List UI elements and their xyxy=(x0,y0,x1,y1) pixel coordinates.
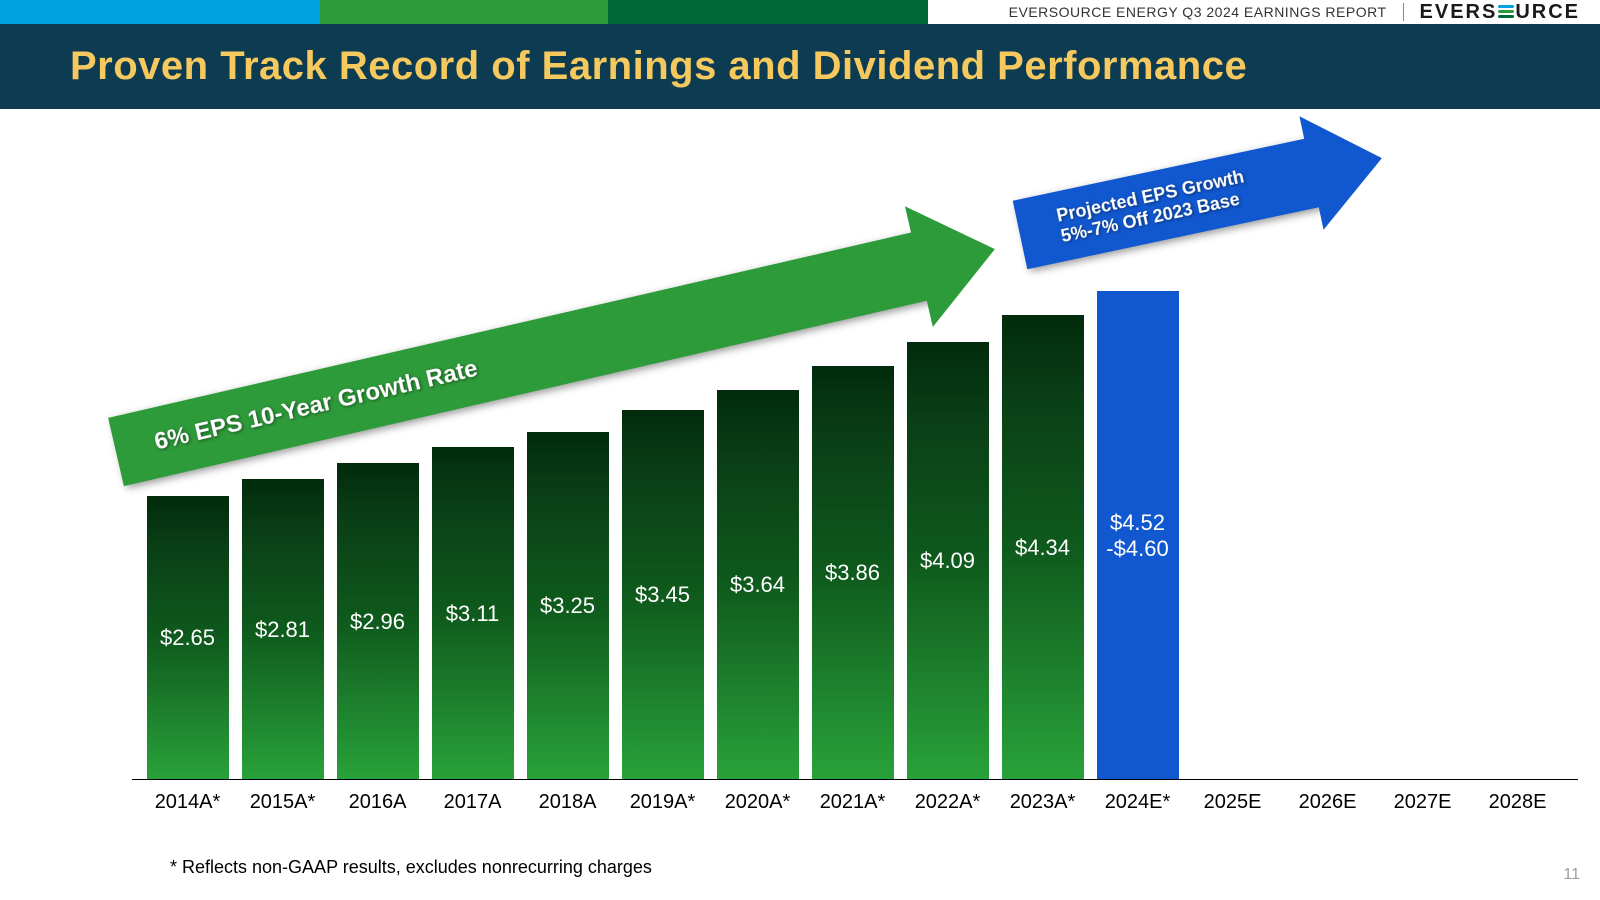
x-axis-label: 2025E xyxy=(1185,791,1280,814)
x-axis-label: 2027E xyxy=(1375,791,1470,814)
x-axis-label: 2022A* xyxy=(900,791,995,814)
bar-value-label: $4.34 xyxy=(1015,535,1070,560)
bar-value-label: $3.86 xyxy=(825,560,880,585)
bar: $3.45 xyxy=(622,410,704,780)
bar-value-label: $2.81 xyxy=(255,617,310,642)
x-axis-label: 2028E xyxy=(1470,791,1565,814)
bar-slot: $2.962016A xyxy=(330,463,425,780)
x-axis-line xyxy=(132,779,1578,780)
x-axis-label: 2026E xyxy=(1280,791,1375,814)
bar: $4.09 xyxy=(907,342,989,780)
bar: $3.64 xyxy=(717,390,799,780)
logo-text-left: EVERS xyxy=(1420,1,1498,24)
bar-value-label: $4.52 -$4.60 xyxy=(1106,510,1168,561)
bar-slot: $3.862021A* xyxy=(805,366,900,780)
x-axis-label: 2019A* xyxy=(615,791,710,814)
bar-value-label: $3.64 xyxy=(730,572,785,597)
bar: $3.25 xyxy=(527,432,609,780)
bar-value-label: $2.65 xyxy=(160,625,215,650)
bar: $4.52 -$4.60 xyxy=(1097,291,1179,780)
x-axis-label: 2017A xyxy=(425,791,520,814)
bar-value-label: $3.45 xyxy=(635,582,690,607)
bar-slot: $3.452019A* xyxy=(615,410,710,780)
bar-slot: $4.342023A* xyxy=(995,315,1090,780)
x-axis-label: 2024E* xyxy=(1090,791,1185,814)
bars-container: $2.652014A*$2.812015A*$2.962016A$3.11201… xyxy=(140,180,1570,780)
x-axis-label: 2023A* xyxy=(995,791,1090,814)
bar: $3.11 xyxy=(432,447,514,780)
bar-slot: $4.092022A* xyxy=(900,342,995,780)
bar-value-label: $3.25 xyxy=(540,593,595,618)
bar-slot: $3.112017A xyxy=(425,447,520,780)
strip-segment xyxy=(0,0,320,24)
x-axis-label: 2015A* xyxy=(235,791,330,814)
bar-value-label: $3.11 xyxy=(446,601,499,626)
header-right: EVERSOURCE ENERGY Q3 2024 EARNINGS REPOR… xyxy=(981,0,1600,24)
x-axis-label: 2021A* xyxy=(805,791,900,814)
bar: $2.81 xyxy=(242,479,324,780)
x-axis-label: 2014A* xyxy=(140,791,235,814)
footnote: * Reflects non-GAAP results, excludes no… xyxy=(170,857,652,878)
eversource-logo: EVERS URCE xyxy=(1403,3,1580,21)
eps-chart: 6% EPS 10-Year Growth Rate Projected EPS… xyxy=(140,160,1570,820)
page-number: 11 xyxy=(1563,866,1580,884)
bar: $4.34 xyxy=(1002,315,1084,780)
bar: $2.96 xyxy=(337,463,419,780)
bar-slot: $3.642020A* xyxy=(710,390,805,780)
bar-slot: $2.652014A* xyxy=(140,496,235,780)
strip-segment xyxy=(320,0,608,24)
bar: $3.86 xyxy=(812,366,894,780)
logo-text-right: URCE xyxy=(1515,1,1580,24)
x-axis-label: 2020A* xyxy=(710,791,805,814)
logo-bars-icon xyxy=(1498,5,1514,18)
title-band: Proven Track Record of Earnings and Divi… xyxy=(0,24,1600,109)
bar-value-label: $4.09 xyxy=(920,548,975,573)
x-axis-label: 2016A xyxy=(330,791,425,814)
page-title: Proven Track Record of Earnings and Divi… xyxy=(70,44,1530,89)
bar-slot: $4.52 -$4.602024E* xyxy=(1090,291,1185,780)
bar-slot: $2.812015A* xyxy=(235,479,330,780)
x-axis-label: 2018A xyxy=(520,791,615,814)
bar-slot: $3.252018A xyxy=(520,432,615,780)
strip-segment xyxy=(608,0,928,24)
bar-value-label: $2.96 xyxy=(350,609,405,634)
bar: $2.65 xyxy=(147,496,229,780)
report-label: EVERSOURCE ENERGY Q3 2024 EARNINGS REPOR… xyxy=(1009,4,1387,20)
